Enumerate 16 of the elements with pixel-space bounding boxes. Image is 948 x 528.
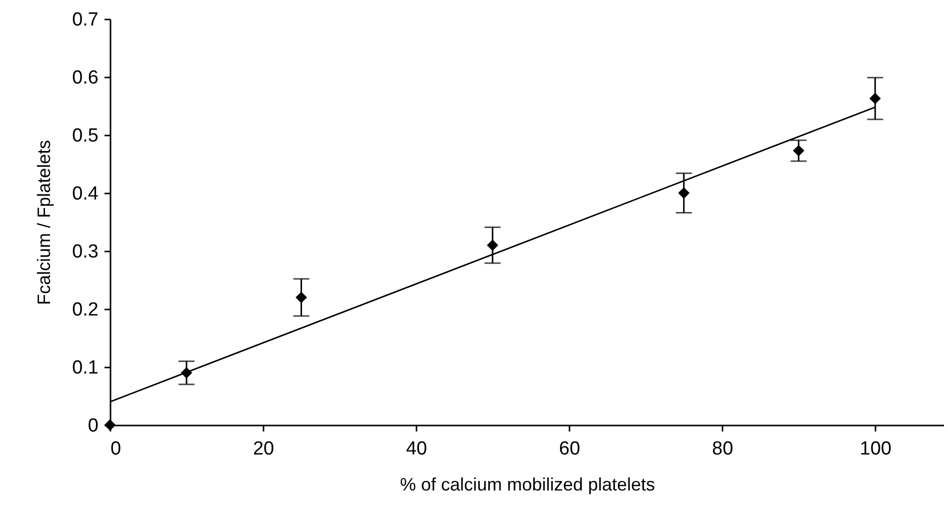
x-axis-title: % of calcium mobilized platelets <box>400 474 656 494</box>
y-tick-label: 0.4 <box>72 184 99 204</box>
x-tick-label: 20 <box>252 438 274 460</box>
y-tick-label: 0 <box>88 416 98 436</box>
y-tick-label: 0.7 <box>72 10 98 30</box>
x-tick-label: 100 <box>860 438 892 460</box>
y-tick-label: 0.6 <box>72 68 98 88</box>
x-tick-label: 0 <box>110 438 122 460</box>
y-tick-label: 0.1 <box>72 358 98 378</box>
x-tick-label: 80 <box>712 438 734 460</box>
y-tick-label: 0.3 <box>72 242 98 262</box>
y-tick-label: 0.2 <box>72 300 98 320</box>
y-tick-label: 0.5 <box>72 126 98 146</box>
x-tick-label: 40 <box>406 438 428 460</box>
y-axis-title: Fcalcium / Fplatelets <box>34 140 54 306</box>
x-tick-label: 60 <box>559 438 580 460</box>
